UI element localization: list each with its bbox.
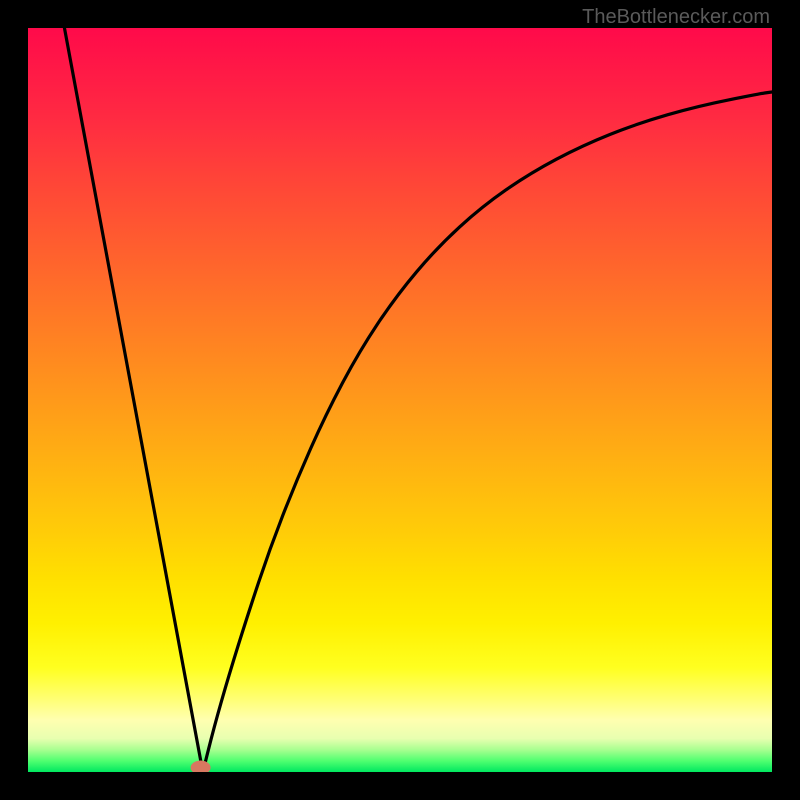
bottleneck-chart: TheBottlenecker.com (0, 0, 800, 800)
minimum-marker (191, 761, 211, 772)
bottleneck-curve (28, 28, 772, 772)
plot-area (28, 28, 772, 772)
watermark-text: TheBottlenecker.com (582, 6, 770, 29)
